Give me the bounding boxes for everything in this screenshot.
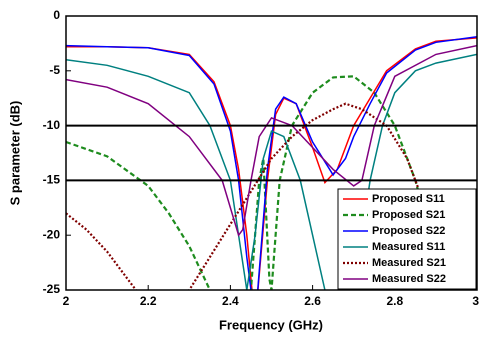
plot-lines xyxy=(66,36,477,290)
legend-label: Proposed S22 xyxy=(372,225,445,237)
series-line xyxy=(66,75,448,290)
legend-label: Measured S22 xyxy=(372,273,446,285)
y-tick-label: -5 xyxy=(49,63,60,77)
x-tick-label: 2.8 xyxy=(386,294,403,308)
legend-label: Proposed S21 xyxy=(372,209,445,221)
plot-frame xyxy=(65,15,478,291)
x-tick-label: 2.6 xyxy=(304,294,321,308)
x-tick-label: 2 xyxy=(63,294,70,308)
series-line xyxy=(66,36,477,290)
y-tick-label: -15 xyxy=(43,173,61,187)
y-tick-label: -10 xyxy=(43,118,61,132)
y-tick-label: -25 xyxy=(43,282,61,296)
y-axis-label: S parameter (dB) xyxy=(7,101,22,206)
x-axis-label: Frequency (GHz) xyxy=(219,317,323,332)
legend-box xyxy=(337,188,477,290)
x-tick-label: 3 xyxy=(472,294,479,308)
legend-label: Measured S21 xyxy=(372,257,446,269)
x-tick-label: 2.4 xyxy=(222,294,239,308)
y-tick-label: -20 xyxy=(43,227,61,241)
series-line xyxy=(66,37,477,290)
x-tick-label: 2.2 xyxy=(140,294,157,308)
series-line xyxy=(66,102,455,290)
legend-label: Measured S11 xyxy=(372,241,445,253)
legend: Proposed S11 Proposed S21 Proposed S22 Meas… xyxy=(337,188,477,290)
legend-label: Proposed S11 xyxy=(372,193,445,205)
y-tick-label: 0 xyxy=(53,8,60,22)
